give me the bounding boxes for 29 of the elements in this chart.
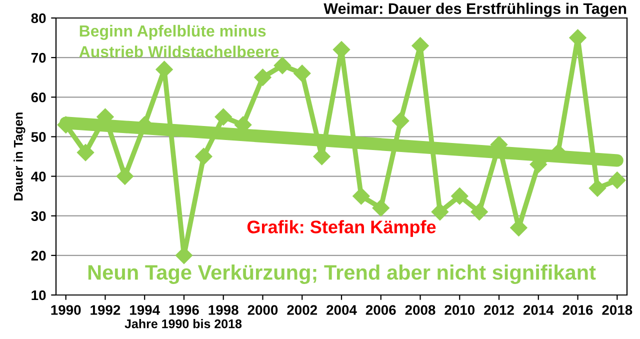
y-tick-label: 80: [31, 13, 46, 24]
y-tick-label: 30: [31, 211, 46, 222]
x-tick-label: 2018: [602, 305, 632, 315]
y-axis-title: Dauer in Tagen: [14, 112, 26, 200]
chart-title: Weimar: Dauer des Erstfrühlings in Tagen: [324, 2, 626, 18]
y-tick-label: 70: [31, 52, 46, 63]
x-tick-label: 1996: [169, 305, 199, 315]
x-tick-label: 2008: [405, 305, 436, 315]
y-tick-label: 60: [31, 92, 46, 102]
x-tick-label: 2002: [287, 305, 318, 315]
x-axis-title: Jahre 1990 bis 2018: [124, 319, 242, 328]
x-tick-label: 1998: [208, 305, 238, 315]
x-tick-label: 2014: [523, 305, 554, 315]
x-tick-label: 2012: [484, 305, 514, 315]
y-tick-label: 20: [31, 250, 46, 261]
x-tick-label: 2000: [248, 305, 278, 315]
y-tick-label: 10: [32, 290, 46, 300]
x-tick-label: 1992: [90, 305, 120, 315]
x-tick-label: 2010: [444, 305, 475, 315]
annotation: Beginn Apfelblüte minus Austrieb Wildstachelbeere: [79, 24, 279, 58]
x-tick-label: 2006: [366, 305, 396, 315]
x-tick-label: 1990: [51, 305, 81, 315]
x-tick-label: 1994: [130, 305, 160, 315]
annotation: Grafik: Stefan Kämpfe: [247, 220, 436, 237]
annotation: Neun Tage Verkürzung; Trend aber nicht signifikant: [88, 264, 596, 284]
x-tick-label: 2016: [562, 305, 593, 315]
y-tick-label: 40: [31, 172, 46, 182]
x-tick-label: 2004: [326, 305, 357, 315]
y-tick-label: 50: [31, 132, 46, 142]
